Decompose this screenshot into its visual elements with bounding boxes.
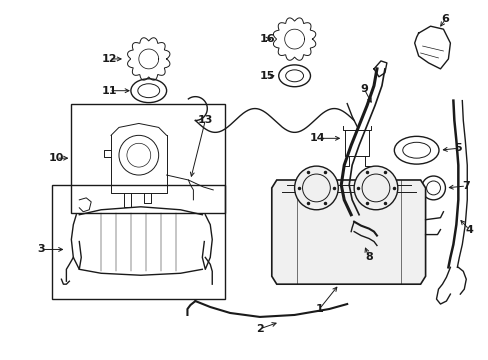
Text: 4: 4 — [465, 225, 472, 235]
Text: 15: 15 — [260, 71, 275, 81]
Text: 6: 6 — [441, 14, 448, 24]
Text: 8: 8 — [365, 252, 372, 262]
Circle shape — [353, 166, 397, 210]
Text: 16: 16 — [260, 34, 275, 44]
Text: 5: 5 — [453, 143, 461, 153]
Text: 2: 2 — [256, 324, 263, 334]
Text: 12: 12 — [101, 54, 117, 64]
Text: 14: 14 — [309, 133, 325, 143]
Text: 13: 13 — [197, 116, 213, 126]
Text: 1: 1 — [315, 304, 323, 314]
Polygon shape — [271, 180, 425, 284]
Text: 11: 11 — [101, 86, 117, 96]
Circle shape — [294, 166, 338, 210]
Text: 10: 10 — [49, 153, 64, 163]
Text: 7: 7 — [462, 181, 469, 191]
Text: 3: 3 — [38, 244, 45, 255]
Bar — [71, 104, 224, 213]
Text: 9: 9 — [359, 84, 367, 94]
Bar — [51, 185, 224, 299]
